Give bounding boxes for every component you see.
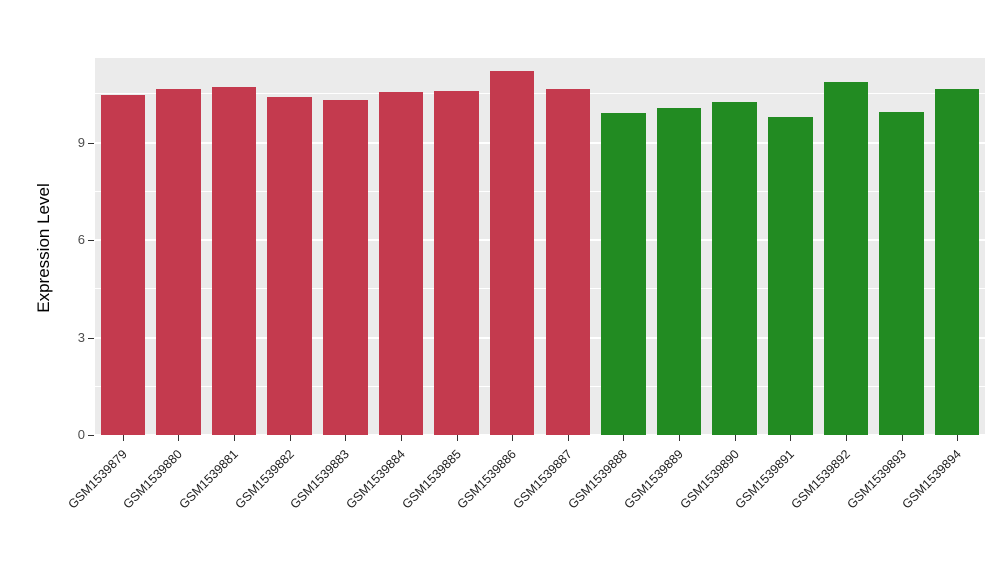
x-tick-mark — [623, 435, 625, 441]
y-tick-mark — [88, 435, 94, 436]
gridline-minor — [95, 288, 985, 290]
x-tick-mark — [234, 435, 236, 441]
y-tick-mark — [88, 337, 94, 339]
y-axis-tick-label: 0 — [77, 427, 85, 442]
x-tick-mark — [345, 435, 347, 441]
bar-GSM1539884 — [378, 92, 424, 435]
y-axis-tick-label: 3 — [77, 329, 85, 345]
gridline-minor — [95, 190, 985, 192]
x-tick-mark — [734, 435, 736, 441]
gridline-minor — [95, 385, 985, 387]
x-tick-mark — [400, 435, 402, 441]
gridline-major — [95, 239, 985, 241]
bar-GSM1539886 — [489, 71, 535, 435]
gridline-minor — [95, 93, 985, 95]
bar-GSM1539883 — [323, 100, 368, 435]
bar-GSM1539890 — [712, 101, 757, 435]
gridline-major — [95, 336, 985, 339]
bar-GSM1539891 — [768, 116, 813, 435]
bar-GSM1539879 — [100, 95, 146, 435]
bar-GSM1539885 — [434, 90, 479, 435]
bar-GSM1539894 — [934, 88, 980, 435]
x-tick-mark — [289, 435, 291, 441]
y-axis-title: Expression Level — [34, 183, 53, 313]
y-axis-tick-label: 6 — [77, 232, 85, 247]
x-tick-mark — [178, 435, 180, 441]
x-axis-label-GSM1539879: GSM1539879 — [65, 447, 130, 512]
x-tick-mark — [512, 435, 514, 441]
x-tick-mark — [845, 435, 847, 441]
bar-GSM1539887 — [545, 88, 591, 435]
gridline-major — [95, 434, 985, 436]
x-tick-mark — [456, 435, 458, 441]
y-tick-mark — [88, 142, 94, 144]
bar-GSM1539880 — [156, 88, 201, 435]
x-tick-mark — [122, 435, 124, 441]
bar-GSM1539881 — [211, 87, 257, 435]
bar-GSM1539889 — [656, 108, 702, 435]
bar-GSM1539892 — [823, 82, 869, 435]
x-tick-mark — [567, 435, 569, 441]
x-tick-mark — [901, 435, 903, 441]
plot-panel — [95, 58, 985, 436]
bar-GSM1539882 — [267, 97, 312, 435]
x-tick-mark — [679, 435, 681, 441]
bar-GSM1539888 — [601, 113, 646, 435]
bar-GSM1539893 — [879, 111, 924, 435]
x-tick-mark — [790, 435, 792, 441]
gridline-major — [95, 141, 985, 144]
y-axis-tick-label: 9 — [77, 134, 85, 150]
x-tick-mark — [957, 435, 959, 441]
y-tick-mark — [88, 240, 94, 241]
